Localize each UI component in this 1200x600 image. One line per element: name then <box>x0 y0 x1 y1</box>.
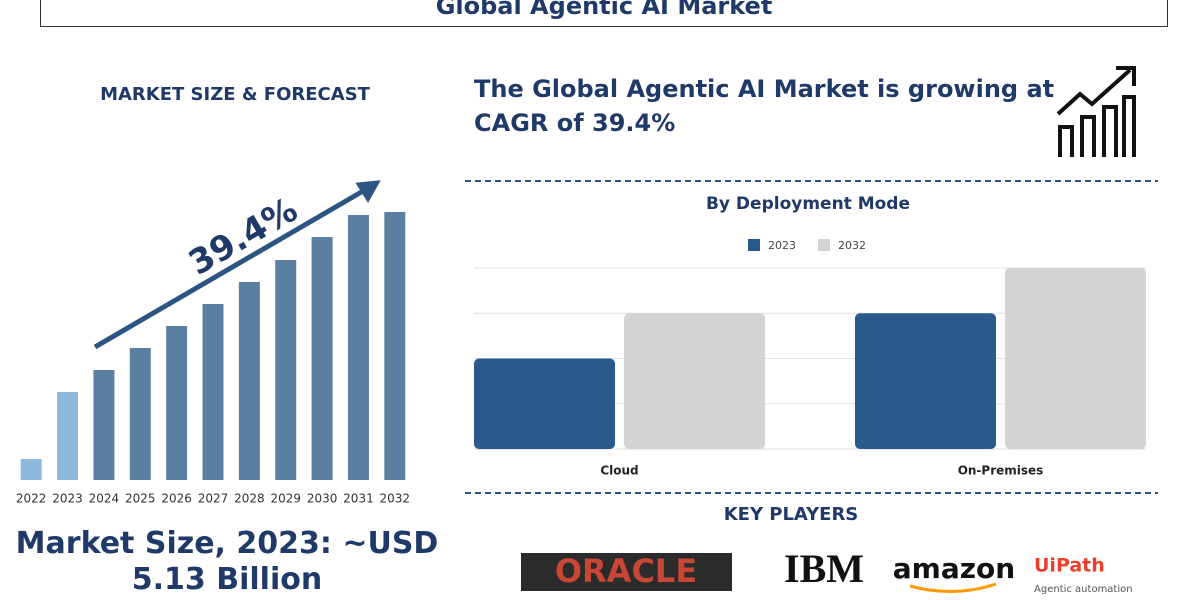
trend-arrow <box>93 184 372 350</box>
legend-label: 2023 <box>768 239 796 252</box>
x-tick-label: 2022 <box>16 492 47 506</box>
bar <box>166 326 188 480</box>
panel-heading: MARKET SIZE & FORECAST <box>100 84 370 105</box>
bar <box>624 313 765 449</box>
bar <box>129 348 151 480</box>
x-tick-label: 2023 <box>52 492 83 506</box>
bar <box>93 370 115 480</box>
arrow-head <box>355 180 381 203</box>
bar <box>1005 268 1146 449</box>
bar <box>311 237 333 480</box>
header-title: Global Agentic AI Market <box>40 0 1168 27</box>
bar <box>474 358 615 449</box>
bar <box>202 304 224 480</box>
uipath-tagline: Agentic automation <box>1034 584 1133 595</box>
x-tick-label: 2031 <box>343 492 374 506</box>
legend-swatch <box>748 239 760 251</box>
bar <box>275 260 297 480</box>
logo-oracle: ORACLE <box>555 552 697 590</box>
key-players-heading: KEY PLAYERS <box>724 504 859 525</box>
market-size: Market Size, 2023: ~USD 5.13 Billion <box>15 526 439 597</box>
x-tick-label: 2026 <box>161 492 192 506</box>
x-tick-label: 2028 <box>234 492 265 506</box>
x-tick-label: 2027 <box>198 492 229 506</box>
x-tick-label: 2024 <box>89 492 120 506</box>
logo-uipath: UiPath <box>1034 555 1105 577</box>
logo-amazon: amazon <box>893 552 1015 585</box>
legend-swatch <box>818 239 830 251</box>
bar <box>238 282 260 480</box>
logo-bg <box>521 553 732 591</box>
amazon-smile <box>909 582 997 593</box>
legend-label: 2032 <box>838 239 866 252</box>
x-tick-label: Cloud <box>600 464 638 478</box>
bar <box>20 459 42 480</box>
x-tick-label: 2030 <box>307 492 338 506</box>
x-tick-label: 2029 <box>270 492 301 506</box>
x-tick-label: 2032 <box>380 492 411 506</box>
bar <box>855 313 996 449</box>
chart-title: By Deployment Mode <box>706 194 910 214</box>
headline: The Global Agentic AI Market is growing … <box>474 75 1055 137</box>
x-tick-label: 2025 <box>125 492 156 506</box>
x-tick-label: On-Premises <box>958 464 1044 478</box>
bar <box>384 212 406 480</box>
bar <box>347 215 369 480</box>
bar <box>57 392 79 480</box>
growth-icon <box>1056 66 1136 157</box>
logo-ibm: IBM <box>784 546 864 591</box>
